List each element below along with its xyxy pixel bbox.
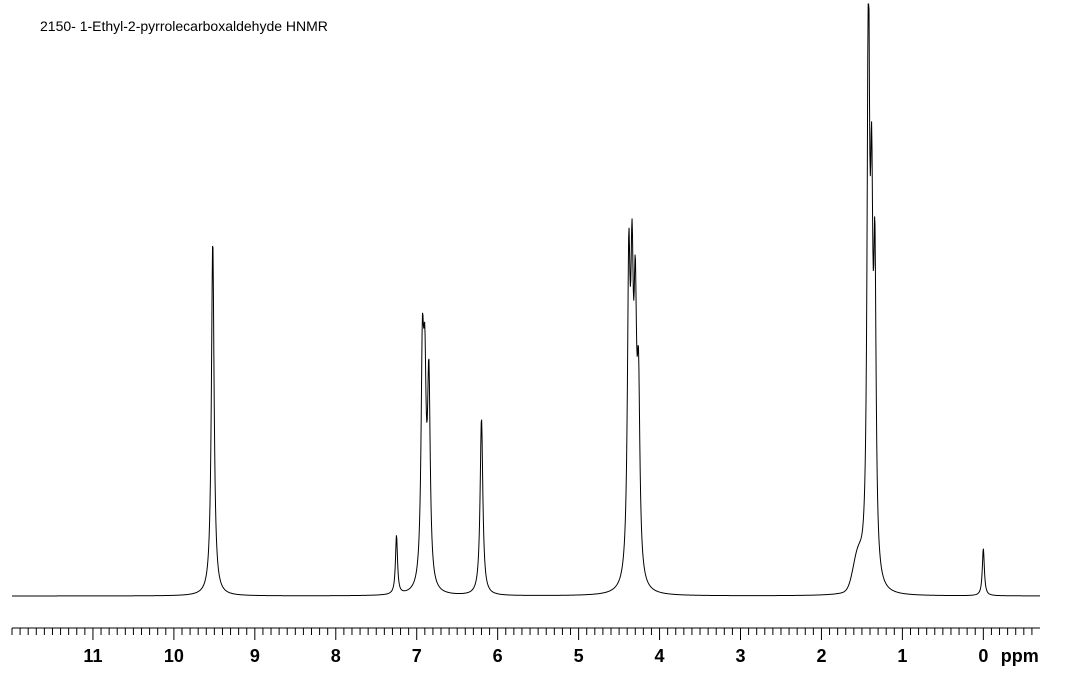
tick-label: 11 (83, 646, 102, 666)
tick-label: 3 (735, 646, 745, 666)
tick-label: 8 (331, 646, 341, 666)
nmr-spectrum-plot: 11109876543210ppm (0, 0, 1066, 688)
tick-label: 2 (816, 646, 826, 666)
tick-label: 7 (412, 646, 422, 666)
tick-label: 1 (897, 646, 907, 666)
tick-label: 5 (574, 646, 584, 666)
tick-label: 9 (250, 646, 260, 666)
tick-label: 10 (164, 646, 184, 666)
tick-label: 6 (493, 646, 503, 666)
tick-label: 4 (655, 646, 665, 666)
axis-unit-label: ppm (1001, 646, 1039, 666)
x-axis-ticks: 11109876543210 (12, 628, 1032, 666)
spectrum-trace (12, 4, 1040, 596)
tick-label: 0 (978, 646, 988, 666)
